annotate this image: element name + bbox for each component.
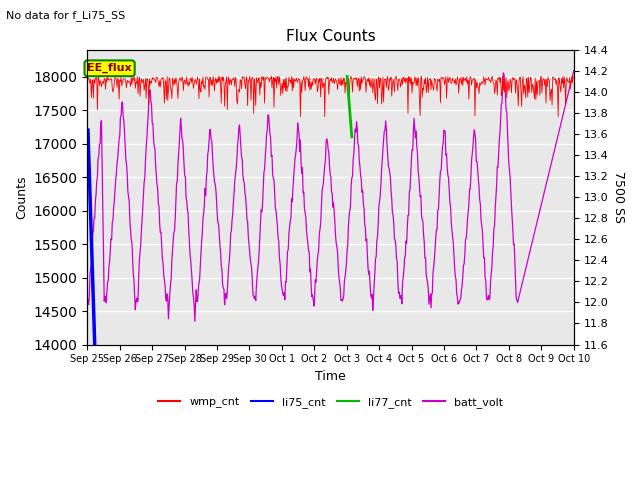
Y-axis label: Counts: Counts: [15, 175, 28, 219]
Text: No data for f_Li75_SS: No data for f_Li75_SS: [6, 10, 125, 21]
Title: Flux Counts: Flux Counts: [285, 29, 376, 44]
Text: EE_flux: EE_flux: [87, 63, 132, 73]
Y-axis label: 7500 SS: 7500 SS: [612, 171, 625, 223]
X-axis label: Time: Time: [315, 370, 346, 383]
Legend: wmp_cnt, li75_cnt, li77_cnt, batt_volt: wmp_cnt, li75_cnt, li77_cnt, batt_volt: [154, 393, 508, 413]
